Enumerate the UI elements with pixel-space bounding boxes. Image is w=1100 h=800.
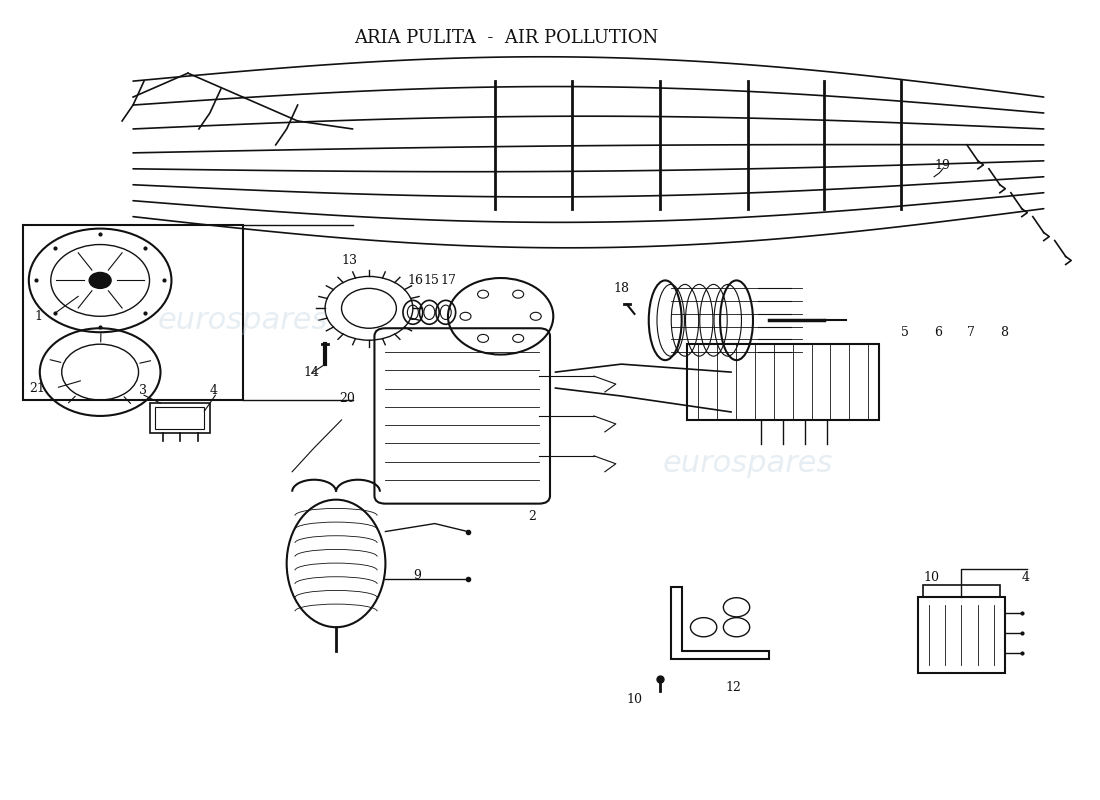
Text: 8: 8	[1000, 326, 1008, 339]
Bar	[155, 407, 205, 430]
Circle shape	[89, 273, 111, 288]
Text: 15: 15	[424, 274, 440, 287]
Bar	[923, 585, 1000, 597]
Text: 3: 3	[139, 384, 146, 397]
Bar	[150, 403, 210, 434]
Text: 7: 7	[967, 326, 975, 339]
Text: eurospares: eurospares	[662, 450, 833, 478]
Text: 6: 6	[934, 326, 942, 339]
Text: 17: 17	[440, 274, 456, 287]
Text: ARIA PULITA  -  AIR POLLUTION: ARIA PULITA - AIR POLLUTION	[354, 30, 658, 47]
Text: 21: 21	[29, 382, 45, 395]
Text: 18: 18	[614, 282, 629, 295]
Text: 1: 1	[34, 310, 42, 323]
Bar	[23, 225, 243, 400]
Bar	[688, 344, 879, 420]
Text: 10: 10	[923, 571, 939, 584]
Text: eurospares: eurospares	[157, 306, 328, 334]
Text: 9: 9	[412, 570, 420, 582]
Text: 14: 14	[304, 366, 319, 379]
Text: 13: 13	[341, 254, 358, 267]
Text: 2: 2	[528, 510, 536, 522]
Text: 20: 20	[339, 391, 355, 405]
Text: 4: 4	[210, 384, 218, 397]
Text: 10: 10	[627, 693, 642, 706]
Bar	[917, 597, 1005, 673]
Text: 5: 5	[901, 326, 909, 339]
Text: 19: 19	[934, 159, 950, 172]
Text: 4: 4	[1022, 571, 1030, 584]
Text: 16: 16	[407, 274, 424, 287]
Text: 12: 12	[726, 681, 741, 694]
